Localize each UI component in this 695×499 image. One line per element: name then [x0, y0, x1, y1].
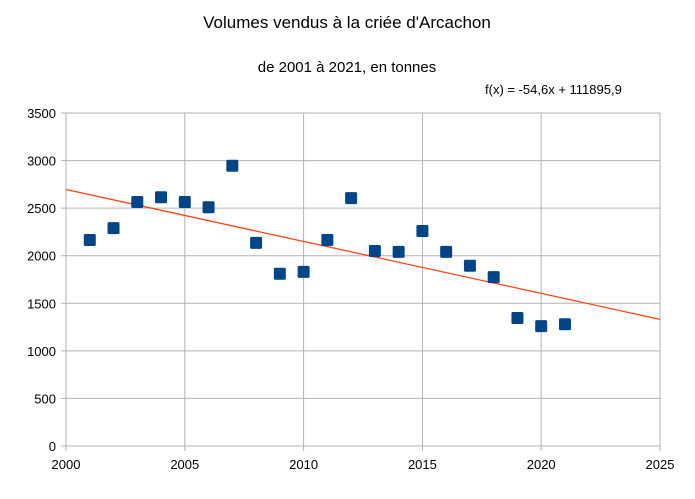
gridlines: [66, 112, 661, 446]
data-point: [178, 195, 191, 208]
data-point: [392, 245, 405, 258]
data-point: [463, 259, 476, 272]
data-point: [440, 245, 453, 258]
x-tick-label: 2000: [52, 457, 81, 472]
y-tick-label: 0: [49, 439, 56, 454]
data-point: [107, 222, 120, 235]
y-tick-label: 1500: [27, 296, 56, 311]
y-tick-label: 1000: [27, 344, 56, 359]
x-tick-label: 2020: [527, 457, 556, 472]
data-points: [83, 159, 571, 333]
y-tick-label: 3000: [27, 154, 56, 169]
trendline-equation: f(x) = -54,6x + 111895,9: [485, 82, 622, 97]
x-tick-label: 2015: [408, 457, 437, 472]
data-point: [535, 320, 548, 333]
chart-title: Volumes vendus à la criée d'Arcachon: [203, 13, 491, 32]
data-point: [83, 234, 96, 247]
axes: 0 500 1000 1500 2000 2500 3000 3500 2000 2005 2010…: [27, 106, 674, 472]
chart-subtitle: de 2001 à 2021, en tonnes: [258, 59, 437, 76]
data-point: [297, 265, 310, 278]
data-point: [155, 191, 168, 204]
data-point: [321, 234, 334, 247]
y-tick-label: 2000: [27, 249, 56, 264]
data-point: [511, 312, 524, 325]
y-tick-label: 3500: [27, 106, 56, 121]
data-point: [558, 318, 571, 331]
data-point: [416, 224, 429, 237]
x-tick-label: 2025: [646, 457, 675, 472]
x-tick-label: 2010: [289, 457, 318, 472]
data-point: [487, 271, 500, 284]
data-point: [250, 236, 263, 249]
data-point: [131, 195, 144, 208]
x-tick-label: 2005: [170, 457, 199, 472]
y-tick-label: 2500: [27, 201, 56, 216]
y-tick-label: 500: [34, 391, 56, 406]
data-point: [226, 159, 239, 172]
data-point: [368, 244, 381, 257]
data-point: [345, 192, 358, 205]
data-point: [273, 267, 286, 280]
trendline-group: [65, 188, 661, 321]
trendline: [65, 188, 661, 321]
data-point: [202, 201, 215, 214]
